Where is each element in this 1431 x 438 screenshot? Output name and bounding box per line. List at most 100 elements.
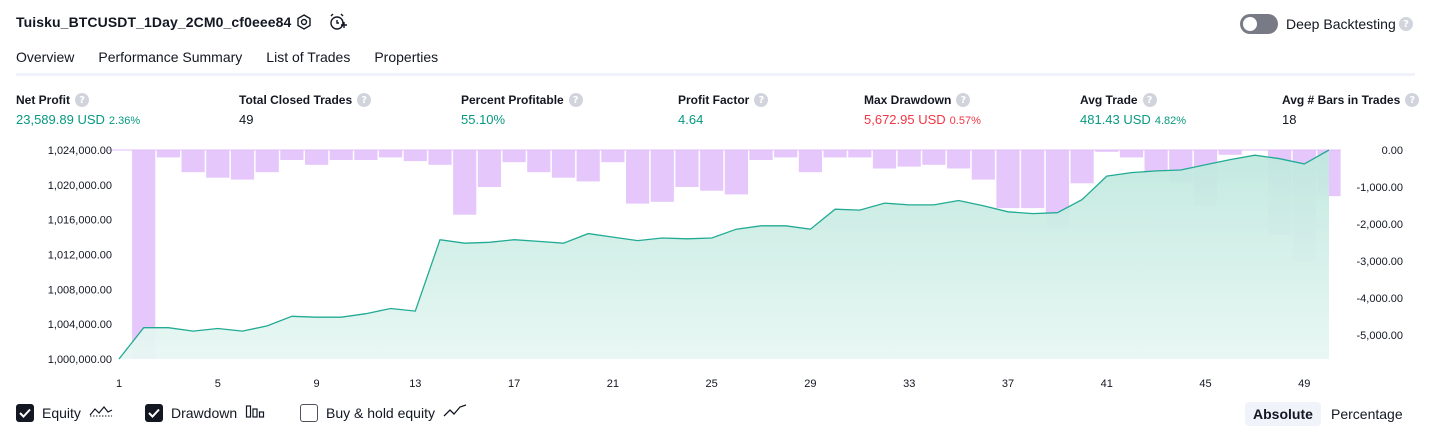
- metric-value: 49: [239, 112, 253, 127]
- drawdown-bar: [379, 150, 402, 157]
- left-tick-label: 1,024,000.00: [48, 145, 112, 157]
- drawdown-bar: [577, 150, 600, 181]
- right-tick-label: -2,000.00: [1357, 219, 1403, 231]
- x-axis: 1 5 9 13 17 21 25 29 33 37 41 45 49: [116, 378, 1310, 390]
- info-icon[interactable]: ?: [956, 93, 970, 107]
- metric-max-drawdown: Max Drawdown? 5,672.95 USD 0.57%: [864, 93, 981, 127]
- equity-drawdown-chart[interactable]: 1,024,000.00 1,020,000.00 1,016,000.00 1,01…: [0, 138, 1431, 396]
- right-tick-label: -1,000.00: [1357, 182, 1403, 194]
- drawdown-checkbox[interactable]: [145, 404, 163, 422]
- drawdown-bar: [305, 150, 328, 165]
- metric-percent-profitable: Percent Profitable? 55.10%: [461, 93, 583, 127]
- drawdown-bar: [947, 150, 970, 169]
- add-alert-icon[interactable]: [328, 12, 348, 32]
- equity-line-icon: [89, 403, 113, 422]
- right-tick-label: 0.00: [1382, 145, 1403, 157]
- metric-value: 5,672.95 USD: [864, 112, 946, 127]
- metric-label: Total Closed Trades: [239, 93, 352, 107]
- info-icon[interactable]: ?: [75, 93, 89, 107]
- help-icon[interactable]: ?: [1399, 17, 1413, 31]
- left-tick-label: 1,016,000.00: [48, 215, 112, 227]
- left-tick-label: 1,000,000.00: [48, 354, 112, 366]
- info-icon[interactable]: ?: [357, 93, 371, 107]
- drawdown-bar: [527, 150, 550, 172]
- tab-divider: [16, 73, 1415, 76]
- buy-hold-label: Buy & hold equity: [326, 405, 435, 421]
- tab-list-of-trades[interactable]: List of Trades: [266, 49, 350, 75]
- percentage-button[interactable]: Percentage: [1323, 402, 1411, 426]
- legend-buy-hold[interactable]: Buy & hold equity: [300, 403, 467, 422]
- drawdown-bar: [873, 150, 896, 169]
- drawdown-bar: [231, 150, 254, 180]
- drawdown-bar: [725, 150, 748, 194]
- tab-properties[interactable]: Properties: [374, 49, 438, 75]
- info-icon[interactable]: ?: [1405, 93, 1419, 107]
- deep-backtesting-label: Deep Backtesting: [1286, 16, 1396, 32]
- x-tick-label: 29: [804, 378, 816, 390]
- metric-label: Avg # Bars in Trades: [1282, 93, 1400, 107]
- x-tick-label: 13: [409, 378, 421, 390]
- x-tick-label: 17: [508, 378, 520, 390]
- buy-hold-line-icon: [443, 403, 467, 422]
- drawdown-bar: [256, 150, 279, 172]
- left-axis: 1,024,000.00 1,020,000.00 1,016,000.00 1,01…: [48, 145, 112, 366]
- info-icon[interactable]: ?: [1143, 93, 1157, 107]
- drawdown-bar: [824, 150, 847, 157]
- metric-label: Profit Factor: [678, 93, 749, 107]
- metric-label: Max Drawdown: [864, 93, 951, 107]
- drawdown-bars-icon: [245, 403, 265, 422]
- metric-profit-factor: Profit Factor? 4.64: [678, 93, 768, 127]
- drawdown-bar: [182, 150, 205, 172]
- tab-performance-summary[interactable]: Performance Summary: [98, 49, 242, 75]
- metric-label: Percent Profitable: [461, 93, 564, 107]
- metric-total-closed-trades: Total Closed Trades? 49: [239, 93, 371, 127]
- equity-checkbox[interactable]: [16, 404, 34, 422]
- settings-icon[interactable]: [294, 12, 314, 32]
- metric-label: Net Profit: [16, 93, 70, 107]
- metric-value: 18: [1282, 112, 1296, 127]
- left-tick-label: 1,008,000.00: [48, 284, 112, 296]
- drawdown-bar: [749, 150, 772, 160]
- drawdown-bar: [1071, 150, 1094, 183]
- drawdown-bar: [552, 150, 575, 178]
- deep-backtesting-toggle[interactable]: [1240, 14, 1278, 34]
- drawdown-bar: [428, 150, 451, 165]
- right-tick-label: -5,000.00: [1357, 330, 1403, 342]
- absolute-button[interactable]: Absolute: [1245, 402, 1321, 426]
- drawdown-bar: [1219, 150, 1242, 155]
- info-icon[interactable]: ?: [754, 93, 768, 107]
- metric-avg-trade: Avg Trade? 481.43 USD 4.82%: [1080, 93, 1186, 127]
- strategy-title: Tuisku_BTCUSDT_1Day_2CM0_cf0eee84: [16, 14, 291, 30]
- metric-value: 481.43 USD: [1080, 112, 1151, 127]
- info-icon[interactable]: ?: [569, 93, 583, 107]
- x-tick-label: 9: [313, 378, 319, 390]
- metric-value: 4.64: [678, 112, 703, 127]
- drawdown-bar: [898, 150, 921, 167]
- drawdown-bar: [1021, 150, 1044, 208]
- legend-equity[interactable]: Equity: [16, 403, 113, 422]
- x-tick-label: 1: [116, 378, 122, 390]
- drawdown-label: Drawdown: [171, 405, 237, 421]
- drawdown-bar: [1120, 150, 1143, 157]
- buy-hold-checkbox[interactable]: [300, 404, 318, 422]
- x-tick-label: 5: [215, 378, 221, 390]
- metric-percent: 0.57%: [950, 115, 981, 127]
- drawdown-bar: [651, 150, 674, 202]
- tab-bar: Overview Performance Summary List of Tra…: [16, 49, 462, 75]
- drawdown-bar: [478, 150, 501, 187]
- right-tick-label: -4,000.00: [1357, 293, 1403, 305]
- x-tick-label: 49: [1298, 378, 1310, 390]
- drawdown-bar: [206, 150, 229, 178]
- right-axis: 0.00 -1,000.00 -2,000.00 -3,000.00 -4,000.00…: [1357, 145, 1403, 342]
- left-tick-label: 1,012,000.00: [48, 250, 112, 262]
- x-tick-label: 33: [903, 378, 915, 390]
- equity-series: [119, 150, 1329, 359]
- drawdown-bar: [453, 150, 476, 215]
- drawdown-bar: [503, 150, 526, 162]
- drawdown-bar: [774, 150, 797, 157]
- legend-drawdown[interactable]: Drawdown: [145, 403, 265, 422]
- tab-overview[interactable]: Overview: [16, 49, 74, 75]
- x-tick-label: 37: [1002, 378, 1014, 390]
- drawdown-bar: [354, 150, 377, 160]
- left-tick-label: 1,004,000.00: [48, 319, 112, 331]
